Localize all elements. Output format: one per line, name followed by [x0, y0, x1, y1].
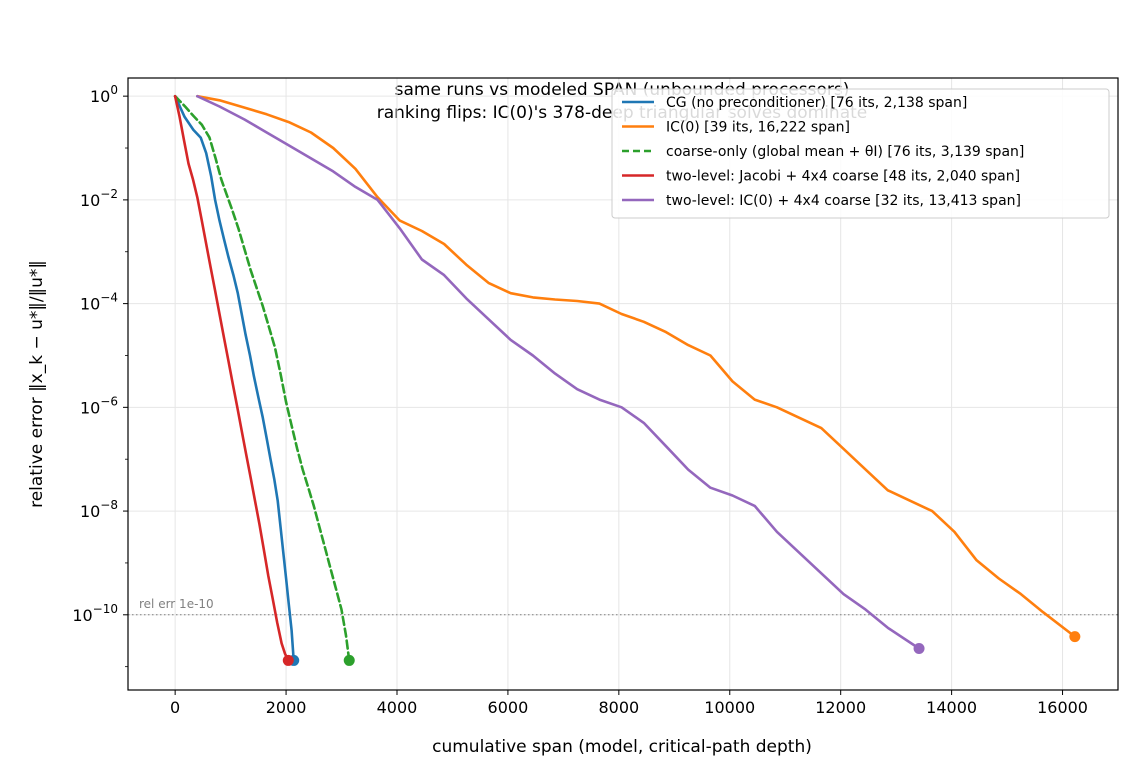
- y-tick-label: 10−2: [80, 187, 118, 210]
- legend-entry-2: coarse-only (global mean + θI) [76 its, …: [666, 144, 1024, 160]
- legend-box: [611, 88, 1110, 219]
- series-line-4: [196, 94, 921, 650]
- series-line-1: [196, 94, 1077, 638]
- legend: CG (no preconditioner) [76 its, 2,138 sp…: [611, 88, 1110, 219]
- reference-line-group: rel err 1e-10: [128, 597, 1118, 616]
- reference-line-label: rel err 1e-10: [139, 597, 214, 611]
- x-tick-label: 12000: [815, 698, 866, 717]
- x-tick-label: 4000: [377, 698, 418, 717]
- y-tick-label: 10−10: [72, 602, 118, 625]
- legend-entry-3: two-level: Jacobi + 4x4 coarse [48 its, …: [666, 169, 1020, 185]
- series-line-3: [173, 94, 290, 662]
- y-tick-label: 100: [90, 83, 118, 106]
- series-endpoint-3: [282, 654, 294, 666]
- series-endpoint-1: [1069, 631, 1081, 643]
- y-tick-label: 10−8: [80, 498, 118, 521]
- ticks: 0 2000 4000 6000 8000 10000 12000 14000 16000 100…: [72, 83, 1088, 717]
- x-tick-label: 0: [170, 698, 180, 717]
- x-tick-label: 16000: [1037, 698, 1088, 717]
- series-endpoint-2: [343, 654, 355, 666]
- y-tick-label: 10−6: [80, 394, 118, 417]
- y-tick-label: 10−4: [80, 291, 118, 314]
- x-tick-label: 6000: [488, 698, 529, 717]
- x-tick-label: 14000: [926, 698, 977, 717]
- plot-frame: [127, 77, 1119, 691]
- series-endpoint-4: [913, 643, 925, 655]
- series-line-0: [173, 94, 296, 662]
- legend-entry-0: CG (no preconditioner) [76 its, 2,138 sp…: [666, 95, 967, 111]
- y-axis-label: relative error ‖x_k − u*‖/‖u*‖: [27, 260, 47, 508]
- series-line-2: [173, 94, 351, 662]
- x-axis-label: cumulative span (model, critical-path de…: [432, 737, 812, 757]
- x-tick-label: 8000: [598, 698, 639, 717]
- x-tick-label: 2000: [266, 698, 307, 717]
- legend-entry-1: IC(0) [39 its, 16,222 span]: [666, 120, 850, 136]
- x-tick-label: 10000: [704, 698, 755, 717]
- series-layer: [173, 94, 1081, 666]
- legend-entry-4: two-level: IC(0) + 4x4 coarse [32 its, 1…: [666, 193, 1021, 209]
